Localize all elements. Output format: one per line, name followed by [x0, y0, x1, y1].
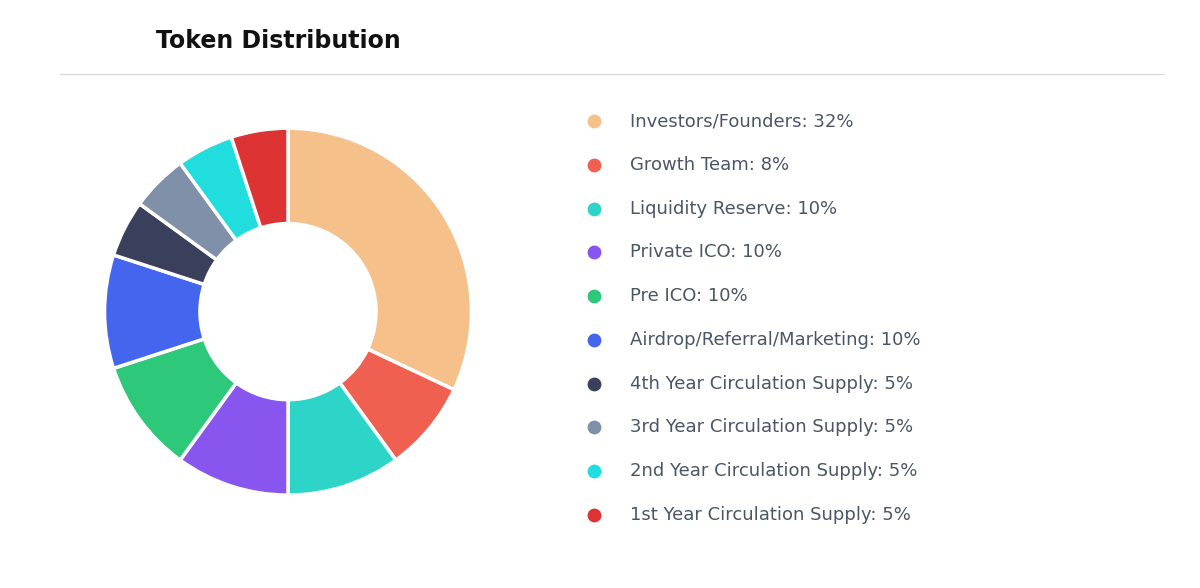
Point	[584, 335, 604, 345]
Text: Pre ICO: 10%: Pre ICO: 10%	[630, 287, 748, 305]
Wedge shape	[180, 383, 288, 495]
Wedge shape	[288, 383, 396, 495]
Text: 3rd Year Circulation Supply: 5%: 3rd Year Circulation Supply: 5%	[630, 418, 913, 436]
Text: Private ICO: 10%: Private ICO: 10%	[630, 243, 782, 262]
Point	[584, 510, 604, 520]
Wedge shape	[340, 349, 454, 460]
Text: 4th Year Circulation Supply: 5%: 4th Year Circulation Supply: 5%	[630, 375, 913, 393]
Point	[584, 423, 604, 432]
Point	[584, 379, 604, 388]
Text: Growth Team: 8%: Growth Team: 8%	[630, 156, 790, 174]
Point	[584, 248, 604, 257]
Point	[584, 204, 604, 213]
Wedge shape	[114, 339, 236, 460]
Text: Token Distribution: Token Distribution	[156, 29, 401, 54]
Wedge shape	[180, 137, 260, 240]
Point	[584, 116, 604, 126]
Point	[584, 292, 604, 301]
Wedge shape	[114, 204, 217, 285]
Wedge shape	[139, 163, 236, 260]
Text: 2nd Year Circulation Supply: 5%: 2nd Year Circulation Supply: 5%	[630, 462, 917, 480]
Text: Airdrop/Referral/Marketing: 10%: Airdrop/Referral/Marketing: 10%	[630, 331, 920, 349]
Point	[584, 466, 604, 476]
Text: Investors/Founders: 32%: Investors/Founders: 32%	[630, 112, 853, 130]
Text: 1st Year Circulation Supply: 5%: 1st Year Circulation Supply: 5%	[630, 506, 911, 524]
Wedge shape	[232, 128, 288, 228]
Point	[584, 160, 604, 169]
Wedge shape	[288, 128, 472, 390]
Wedge shape	[104, 255, 204, 368]
Text: Liquidity Reserve: 10%: Liquidity Reserve: 10%	[630, 199, 838, 218]
